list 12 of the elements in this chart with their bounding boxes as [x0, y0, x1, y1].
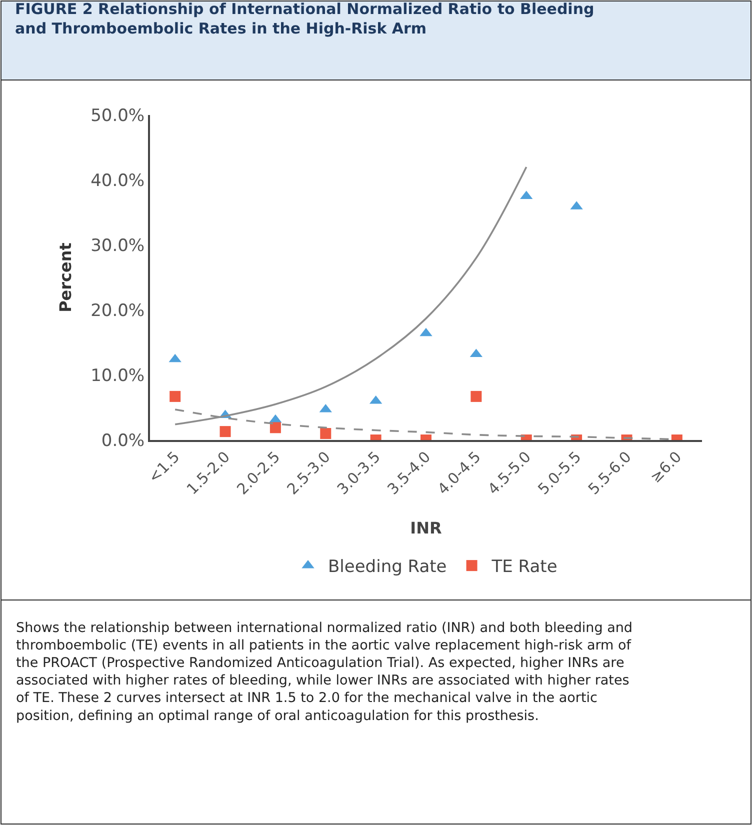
x-axis-title: INR — [410, 518, 442, 538]
y-tick-label: 0.0% — [101, 430, 145, 451]
chart-title: FIGURE 2 Relationship of International Normalized Ratio to Bleeding and Thromboembolic Rates in the High-Risk Arm — [15, 0, 594, 38]
y-tick-label: 30.0% — [90, 236, 145, 256]
y-tick-label: 40.0% — [90, 170, 145, 191]
y-tick-label: 20.0% — [90, 300, 145, 321]
y-axis-title: Percent — [56, 242, 75, 312]
legend-label: TE Rate — [490, 557, 558, 578]
y-tick-label: 10.0% — [90, 366, 145, 386]
legend-label: Bleeding Rate — [328, 557, 447, 578]
text: Shows the relationship between international normalized ratio (INR) and both bleeding and thromboembolic (TE) events in all patients in the aortic valve replacement high-risk arm of the PROACT (Prospective Randomized Anticoagulation Trial). As expected, higher INRs are associated with higher rates of bleeding, while lower INRs are associated with higher rates of TE. These 2 curves intersect at INR 1.5 to 2.0 for the mechanical valve in the aortic position, defining an optimal range of oral anticoagulation for this prosthesis. — [16, 620, 632, 724]
y-tick-label: 50.0% — [90, 106, 145, 126]
